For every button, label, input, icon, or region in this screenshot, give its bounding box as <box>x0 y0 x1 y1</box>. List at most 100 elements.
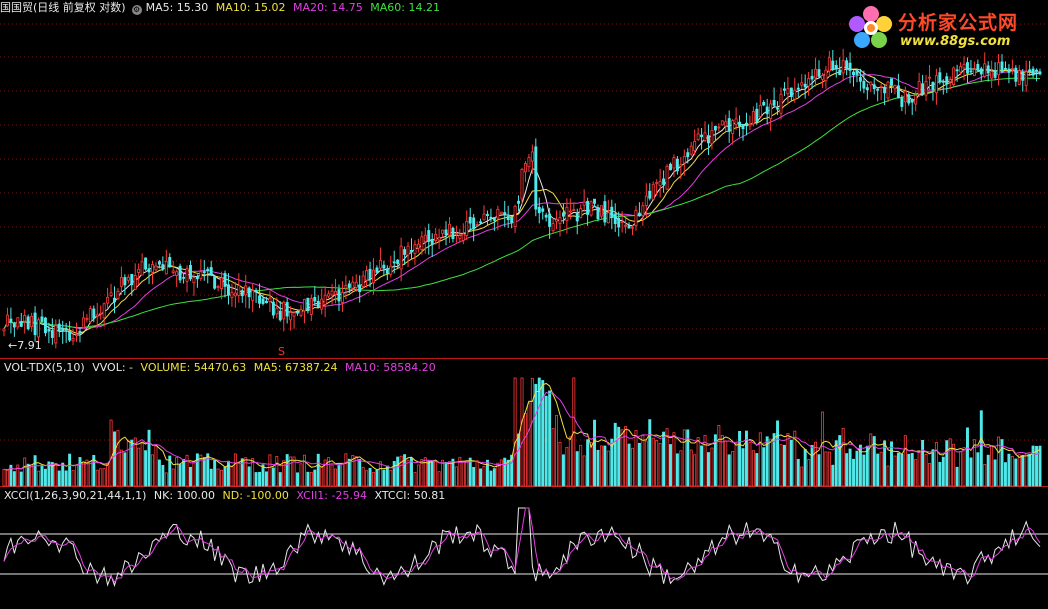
volume-bar <box>385 465 389 487</box>
volume-bar <box>489 470 493 487</box>
candle-body <box>461 233 465 241</box>
candle-body <box>81 317 85 328</box>
candle-body <box>340 291 344 303</box>
volume-ma5-legend: MA5: 67387.24 <box>253 361 338 374</box>
volume-bar <box>565 446 569 487</box>
candle-body <box>330 290 334 296</box>
candlesticks <box>2 48 1042 349</box>
volume-bar <box>499 459 503 487</box>
candle-body <box>147 268 151 273</box>
volume-bar <box>679 450 683 487</box>
volume-bar <box>969 457 973 487</box>
candle-body <box>175 271 179 276</box>
volume-bar <box>610 438 614 487</box>
candle-body <box>375 267 379 273</box>
candle-body <box>406 245 410 256</box>
volume-bar <box>896 452 900 487</box>
volume-bar <box>430 460 434 487</box>
min-price-label: ←7.91 <box>8 339 42 352</box>
volume-bar <box>382 469 386 487</box>
volume-bar <box>37 470 41 487</box>
volume-bar <box>389 470 393 487</box>
candle-body <box>26 316 30 330</box>
volume-bar <box>1007 453 1011 487</box>
candle-body <box>1038 71 1042 75</box>
volume-bar <box>223 466 227 487</box>
candle-body <box>855 70 859 75</box>
candle-body <box>914 94 918 105</box>
logo-url: www.88gs.com <box>900 34 1011 49</box>
indicator-name: XCCI(1,26,3,90,21,44,1,1) <box>4 489 147 502</box>
volume-bar <box>171 468 175 487</box>
candle-body <box>658 181 662 186</box>
volume-bar <box>75 464 78 487</box>
volume-bar <box>776 420 780 487</box>
volume-bar <box>582 455 586 487</box>
candle-body <box>596 207 600 220</box>
volume-bar <box>769 438 773 487</box>
candle-body <box>924 80 928 96</box>
volume-bar <box>147 429 151 487</box>
volume-bar <box>627 443 631 487</box>
volume-bar <box>720 434 724 487</box>
volume-bar <box>938 461 942 487</box>
volume-bar <box>337 464 341 487</box>
candle-body <box>416 243 420 249</box>
volume-bar <box>624 426 628 487</box>
candle-body <box>378 259 382 269</box>
candle-body <box>396 259 400 264</box>
candle-body <box>220 277 224 289</box>
volume-bar <box>161 464 165 487</box>
volume-bar <box>261 464 265 487</box>
candle-body <box>430 238 434 245</box>
candle-body <box>703 132 707 141</box>
volume-bar <box>530 377 534 487</box>
candle-body <box>189 264 192 280</box>
volume-bar <box>907 453 911 487</box>
xtcci-line <box>3 507 1041 588</box>
volume-bar <box>185 454 189 487</box>
volume-bar <box>1003 462 1007 487</box>
candle-body <box>748 123 752 127</box>
volume-bar <box>513 377 517 487</box>
candle-body <box>883 86 887 94</box>
gear-icon[interactable]: ⚙ <box>131 5 142 15</box>
volume-bar <box>593 419 596 487</box>
candle-body <box>19 321 23 327</box>
candle-body <box>399 245 403 270</box>
candle-body <box>717 126 721 129</box>
volume-bar <box>206 453 210 487</box>
candle-body <box>586 200 590 215</box>
candle-body <box>316 300 320 308</box>
candle-body <box>244 285 248 296</box>
candle-body <box>157 261 161 265</box>
ma5-legend: MA5: 15.30 <box>145 1 209 14</box>
volume-bar <box>57 470 61 487</box>
volume-bar <box>396 456 400 487</box>
volume-bar <box>275 455 279 487</box>
candle-body <box>686 152 690 158</box>
volume-bar <box>441 459 445 487</box>
volume-bar <box>579 444 583 487</box>
volume-bar <box>16 464 20 487</box>
candle-body <box>938 72 942 83</box>
ma60-legend: MA60: 14.21 <box>370 1 440 14</box>
volume-bar <box>375 469 379 487</box>
indicator-lines <box>0 507 1048 588</box>
volume-bar <box>751 450 755 487</box>
volume-bar <box>641 435 645 487</box>
candle-body <box>78 330 82 333</box>
volume-bar <box>734 442 738 487</box>
volume-bar <box>644 440 648 487</box>
candle-body <box>796 87 800 90</box>
ma10-legend: MA10: 15.02 <box>215 1 286 14</box>
candle-body <box>789 87 793 97</box>
ma20-legend: MA20: 14.75 <box>293 1 363 14</box>
candle-body <box>264 300 268 304</box>
candle-body <box>496 208 500 219</box>
volume-bar <box>64 470 68 487</box>
volume-bar <box>316 453 320 487</box>
volume-bar <box>862 454 866 487</box>
candle-body <box>1014 67 1018 82</box>
